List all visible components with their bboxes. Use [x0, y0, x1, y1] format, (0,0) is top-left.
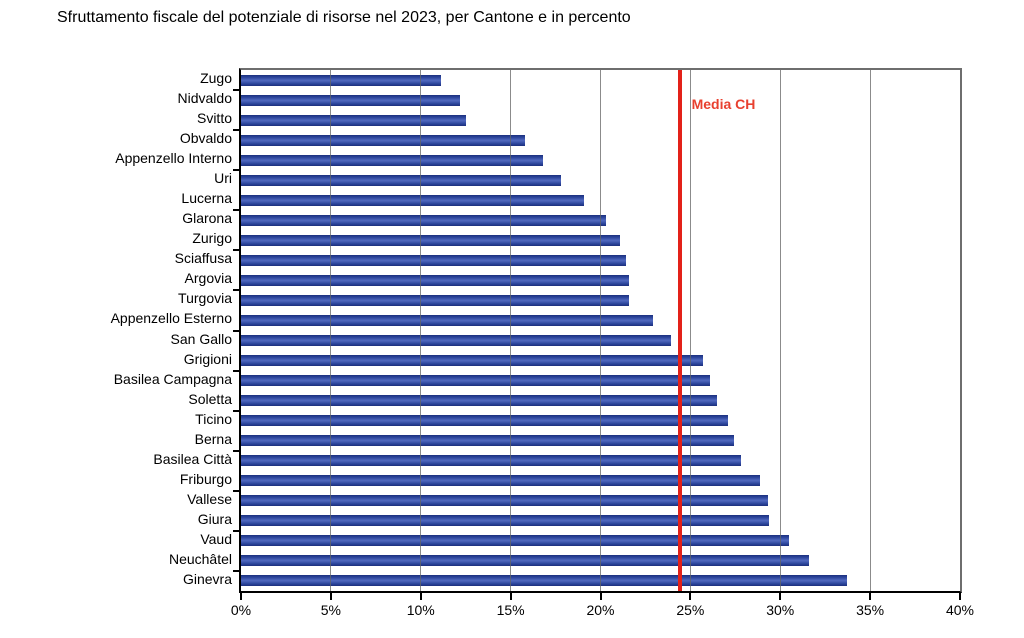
bar-san-gallo	[241, 335, 671, 347]
bar-glarona	[241, 214, 606, 226]
category-label: Giura	[197, 510, 232, 527]
bar-svitto	[241, 114, 466, 126]
x-tick	[689, 593, 692, 600]
y-tick	[233, 169, 239, 172]
bar-soletta	[241, 395, 718, 407]
category-label: Nidvaldo	[177, 90, 232, 107]
x-tick	[419, 593, 422, 600]
bar-appenzello-interno	[241, 154, 543, 166]
category-label: Obvaldo	[179, 130, 232, 147]
category-label: Neuchâtel	[168, 550, 232, 567]
y-tick	[233, 569, 239, 572]
y-axis-labels: Zugo Nidvaldo Svitto Obvaldo Appenzello Inte…	[0, 68, 232, 593]
y-tick	[233, 329, 239, 332]
plot-area: Media CH	[239, 68, 962, 593]
bar-argovia	[241, 274, 630, 286]
y-tick	[233, 289, 239, 292]
category-label: Basilea Città	[153, 450, 232, 467]
bar-ticino	[241, 415, 729, 427]
category-label: Argovia	[184, 270, 232, 287]
bar-sciaffusa	[241, 254, 626, 266]
bar-appenzello-esterno	[241, 314, 653, 326]
category-label: San Gallo	[170, 330, 232, 347]
gridline-30pct	[779, 70, 781, 591]
bar-uri	[241, 174, 561, 186]
x-tick-label: 25%	[676, 602, 705, 618]
x-tick-label: 20%	[586, 602, 615, 618]
category-label: Appenzello Esterno	[110, 310, 232, 327]
gridline-10pct	[420, 70, 422, 591]
bar-friburgo	[241, 475, 761, 487]
bar-turgovia	[241, 294, 630, 306]
y-tick	[233, 209, 239, 212]
bar-vallese	[241, 495, 768, 507]
category-label: Lucerna	[181, 190, 232, 207]
category-label: Ticino	[195, 410, 232, 427]
category-label: Grigioni	[183, 350, 232, 367]
media-ch-label: Media CH	[691, 96, 756, 112]
category-label: Turgovia	[178, 290, 232, 307]
x-tick-label: 0%	[230, 602, 252, 618]
bar-ginevra	[241, 575, 847, 587]
bar-lucerna	[241, 194, 585, 206]
x-axis-labels: 0% 5% 10% 15% 20% 25% 30% 35% 40%	[231, 602, 974, 626]
chart-title: Sfruttamento fiscale del potenziale di r…	[57, 9, 631, 26]
bar-obvaldo	[241, 134, 525, 146]
bar-basilea-citt-	[241, 455, 741, 467]
category-label: Glarona	[182, 210, 232, 227]
category-label: Zurigo	[192, 230, 232, 247]
x-tick-label: 40%	[945, 602, 975, 618]
category-label: Friburgo	[179, 470, 232, 487]
x-tick-label: 35%	[856, 602, 885, 618]
category-label: Uri	[214, 170, 232, 187]
bar-vaud	[241, 535, 790, 547]
category-label: Soletta	[188, 390, 232, 407]
gridline-35pct	[869, 70, 871, 591]
gridline-5pct	[330, 70, 332, 591]
x-tick	[329, 593, 332, 600]
x-tick	[509, 593, 512, 600]
y-tick	[233, 249, 239, 252]
bar-basilea-campagna	[241, 375, 711, 387]
gridline-15pct	[510, 70, 512, 591]
bar-grigioni	[241, 355, 703, 367]
y-tick	[233, 489, 239, 492]
category-label: Svitto	[196, 110, 232, 127]
x-tick-label: 10%	[406, 602, 435, 618]
category-label: Appenzello Interno	[115, 150, 232, 167]
x-tick	[599, 593, 602, 600]
x-tick	[240, 593, 242, 600]
x-tick	[779, 593, 782, 600]
media-ch-reference-line	[677, 70, 682, 591]
x-tick-label: 30%	[766, 602, 795, 618]
bar-nidvaldo	[241, 94, 461, 106]
bar-zugo	[241, 74, 441, 86]
gridline-20pct	[600, 70, 601, 591]
bar-berna	[241, 435, 734, 447]
bar-giura	[241, 515, 770, 527]
x-tick-label: 15%	[496, 602, 525, 618]
category-label: Ginevra	[182, 570, 232, 587]
y-tick	[233, 409, 239, 412]
y-tick	[233, 89, 239, 92]
gridline-25pct	[689, 70, 691, 591]
bar-zurigo	[241, 234, 621, 246]
category-label: Basilea Campagna	[113, 370, 232, 387]
category-label: Zugo	[200, 70, 232, 87]
y-tick	[233, 369, 239, 372]
category-label: Berna	[194, 430, 232, 447]
x-tick-label: 5%	[320, 602, 341, 618]
x-tick	[869, 593, 872, 600]
category-label: Sciaffusa	[174, 250, 232, 267]
plot-inner: Media CH	[241, 70, 960, 591]
y-tick	[233, 129, 239, 132]
category-label: Vaud	[200, 530, 232, 547]
x-tick	[959, 593, 961, 600]
y-tick	[233, 529, 239, 532]
y-tick	[233, 449, 239, 452]
category-label: Vallese	[187, 490, 232, 507]
bar-neuch-tel	[241, 555, 809, 567]
